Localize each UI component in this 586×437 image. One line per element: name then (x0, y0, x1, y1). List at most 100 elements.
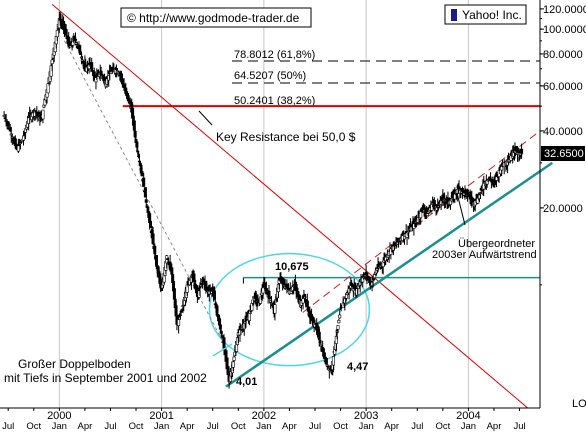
candle-body (301, 298, 305, 304)
y-tick-label: 100.0000 (543, 24, 586, 36)
candle-body (179, 310, 183, 313)
candle-body (261, 287, 265, 294)
candle-body (46, 83, 50, 94)
fib-618-label: 78.8012 (61,8%) (234, 49, 315, 61)
candle-body (74, 38, 78, 41)
x-month-label: Jul (104, 421, 116, 432)
candle (149, 215, 153, 228)
candle-body (500, 166, 504, 171)
candle-body (99, 70, 103, 74)
candle-body (71, 41, 75, 46)
candle (177, 314, 181, 334)
candle (338, 309, 342, 319)
candle (144, 195, 148, 208)
candles (2, 11, 524, 389)
x-month-label: Jul (411, 421, 423, 432)
candle (120, 71, 124, 85)
candle-body (322, 352, 326, 359)
low-2001-label: 4,01 (236, 376, 257, 388)
x-axis: Jul Oct Jan Apr Jul Oct Jan Apr Jul Oct Jan Apr Jul O… (2, 408, 526, 432)
candle-body (16, 145, 20, 152)
x-month-label: Jul (513, 421, 525, 432)
y-tick-label: 20.0000 (543, 203, 583, 215)
candle-body (18, 142, 22, 144)
candle-body (137, 160, 141, 163)
candle-body (264, 288, 268, 292)
candle-body (170, 267, 174, 275)
candle (135, 139, 139, 153)
candle-body (336, 325, 340, 330)
last-price-box (541, 146, 585, 161)
x-month-label: Jan (52, 421, 67, 432)
candle (231, 360, 235, 372)
downtrend-line (51, 3, 529, 409)
candle-body (140, 171, 144, 177)
candle (78, 44, 82, 55)
candle-body (153, 245, 157, 255)
candle-body (100, 73, 104, 76)
candle-body (297, 294, 301, 301)
candle-body (308, 310, 312, 318)
candle-body (135, 141, 139, 148)
candle-body (151, 233, 155, 244)
candle-body (199, 284, 203, 287)
candle-body (136, 150, 140, 153)
x-month-label: Apr (77, 421, 92, 432)
candle-body (172, 288, 176, 300)
candle-body (218, 324, 222, 330)
candle (16, 138, 20, 154)
candle-body (131, 107, 135, 119)
candle (220, 330, 224, 339)
x-month-label: Apr (487, 421, 502, 432)
candle (185, 282, 189, 296)
candle-body (68, 45, 72, 48)
candle-body (149, 220, 153, 228)
candle (495, 171, 499, 188)
candle (297, 290, 301, 304)
x-year-label: 2004 (456, 410, 480, 422)
candle (247, 313, 251, 326)
x-month-label: Oct (435, 421, 450, 432)
candle (215, 305, 219, 315)
low-2002-label: 4,47 (347, 361, 368, 373)
candle (212, 289, 216, 301)
level-10675-label: 10,675 (275, 261, 309, 273)
candle-body (177, 319, 181, 326)
copyright-box (120, 7, 312, 28)
candle-body (90, 62, 94, 70)
candle (151, 227, 155, 246)
x-month-label: Jul (309, 421, 321, 432)
double-bottom-pointer (212, 343, 233, 357)
candle (62, 16, 66, 35)
source-box (444, 4, 527, 25)
double-bottom-label-line1: Großer Doppelboden (18, 357, 131, 371)
candle-body (154, 255, 158, 265)
key-resistance-pointer (198, 110, 213, 126)
candle-body (132, 120, 136, 131)
candle-body (143, 187, 147, 198)
fib-382-label: 50.2401 (38,2%) (234, 95, 315, 107)
candle (322, 348, 326, 360)
candle-body (41, 109, 45, 120)
candle-body (144, 199, 148, 203)
candle (99, 66, 103, 75)
candle-body (145, 205, 149, 208)
candle (273, 300, 277, 321)
x-year-label: 2001 (149, 410, 173, 422)
x-month-label: Jan (461, 421, 476, 432)
x-month-label: Oct (129, 421, 144, 432)
candle (419, 208, 423, 225)
candle (140, 165, 144, 177)
y-tick-label: 80.0000 (543, 49, 583, 61)
candle (336, 325, 340, 334)
candle-body (326, 365, 330, 368)
key-resistance-label: Key Resistance bei 50,0 $ (216, 130, 356, 144)
candle (520, 143, 524, 159)
candle (46, 82, 50, 94)
candle-body (331, 356, 335, 366)
x-month-label: Jul (207, 421, 219, 432)
candle (453, 187, 457, 204)
x-month-label: Jan (256, 421, 271, 432)
candle (90, 57, 94, 72)
candle (154, 255, 158, 268)
